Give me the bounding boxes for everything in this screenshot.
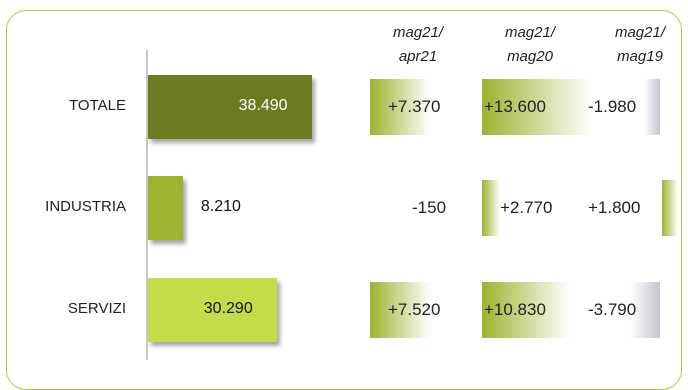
bar-value-label: 30.290	[203, 300, 253, 317]
column-header-line-1: mag21/	[504, 24, 556, 41]
delta-column-header: mag21/mag19	[590, 21, 688, 69]
bar-totale	[148, 75, 312, 139]
delta-bar	[644, 79, 661, 135]
delta-column-header: mag21/apr21	[368, 21, 468, 69]
delta-bar	[370, 79, 430, 135]
column-header-line-2: mag19	[617, 48, 663, 65]
delta-bar	[370, 282, 431, 338]
column-header-line-1: mag21/	[614, 24, 666, 41]
bar-value-label: 38.490	[238, 97, 288, 114]
delta-value: +1.800	[588, 198, 641, 217]
bar-industria	[148, 176, 183, 240]
column-header-line-1: mag21/	[392, 24, 444, 41]
delta-value: +7.370	[388, 97, 441, 116]
delta-value: +10.830	[484, 300, 546, 319]
delta-column-header: mag21/mag20	[480, 21, 580, 69]
delta-value: +13.600	[484, 97, 546, 116]
category-label: INDUSTRIA	[45, 198, 126, 215]
delta-bar	[629, 282, 661, 338]
column-header-line-2: apr21	[398, 48, 438, 65]
delta-value: -3.790	[588, 300, 637, 319]
delta-bar	[482, 180, 500, 236]
bar-value-label: 8.210	[200, 198, 241, 215]
delta-value: -150	[412, 198, 447, 217]
delta-value: -1.980	[588, 97, 637, 116]
bar-servizi	[148, 278, 277, 342]
category-label: SERVIZI	[67, 300, 126, 317]
delta-bar	[482, 282, 570, 338]
delta-value: +2.770	[500, 198, 553, 217]
column-header-line-2: mag20	[507, 48, 553, 65]
delta-value: +7.520	[388, 300, 441, 319]
category-axis-line	[146, 50, 148, 360]
delta-bar	[662, 180, 678, 236]
category-label: TOTALE	[69, 97, 126, 114]
delta-bar	[482, 79, 592, 135]
